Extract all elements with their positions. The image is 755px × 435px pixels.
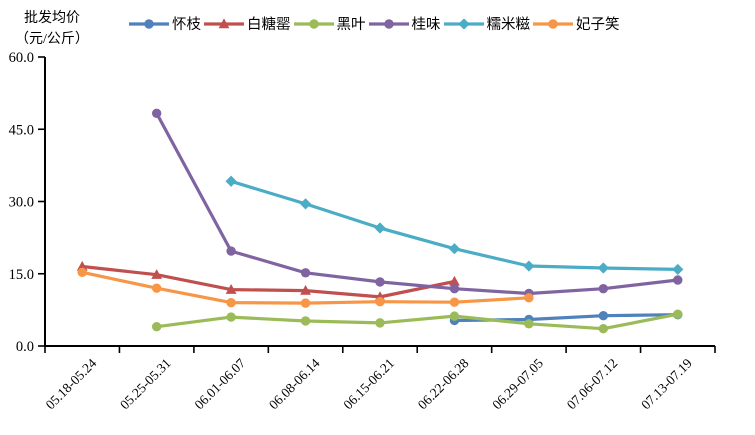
legend-label: 桂味	[411, 17, 441, 33]
y-tick-label: 0.0	[16, 339, 34, 355]
legend-marker-diamond-icon	[443, 17, 484, 30]
legend-label: 黑叶	[336, 17, 366, 33]
x-tick-label: 06.01-06.07	[191, 355, 248, 412]
data-point-marker	[449, 283, 460, 294]
y-tick-label: 15.0	[9, 267, 34, 283]
x-tick-label: 06.22-06.28	[415, 355, 472, 412]
x-tick-label: 07.13-07.19	[638, 355, 695, 412]
data-point-marker	[374, 222, 386, 234]
series-白糖罂	[76, 260, 460, 302]
data-point-marker	[524, 293, 534, 303]
series-黑叶	[151, 309, 683, 334]
data-point-marker	[672, 263, 684, 276]
data-point-marker	[375, 277, 385, 287]
legend-label: 妃子笑	[576, 17, 620, 33]
data-point-marker	[225, 175, 237, 187]
legend-item-糯米糍: 糯米糍	[443, 13, 531, 34]
legend-label: 白糖罂	[247, 17, 291, 33]
legend-label: 糯米糍	[486, 17, 531, 33]
data-point-marker	[144, 18, 154, 29]
data-point-marker	[457, 17, 470, 30]
x-tick-label: 06.08-06.14	[266, 355, 323, 412]
legend-label: 怀枝	[172, 17, 201, 33]
data-point-marker	[151, 283, 162, 293]
x-axis-labels: 05.18-05.24 05.25-05.31 06.01-06.07 06.08-0…	[43, 355, 695, 412]
data-point-marker	[598, 283, 609, 294]
data-point-marker	[151, 108, 162, 119]
data-point-marker	[226, 246, 236, 256]
legend-item-白糖罂: 白糖罂	[203, 13, 291, 34]
data-point-marker	[449, 311, 460, 321]
data-point-marker	[308, 18, 319, 29]
data-point-marker	[383, 18, 394, 29]
data-point-marker	[300, 268, 311, 278]
y-axis-title-line1: 批发均价	[24, 11, 80, 26]
series-糯米糍	[225, 175, 684, 276]
data-point-marker	[77, 267, 87, 278]
data-point-marker	[218, 17, 230, 28]
legend-marker-circle-icon	[533, 18, 573, 29]
y-tick-label: 30.0	[9, 195, 34, 211]
data-point-marker	[597, 262, 609, 274]
series-妃子笑	[77, 267, 534, 308]
data-point-marker	[76, 260, 88, 271]
data-point-marker	[300, 285, 311, 295]
legend-marker-circle-icon	[293, 18, 334, 29]
x-tick-label: 07.06-07.12	[564, 356, 621, 413]
data-point-marker	[226, 297, 236, 308]
x-tick-label: 06.29-07.05	[489, 355, 546, 412]
data-point-marker	[548, 18, 558, 29]
data-point-marker	[598, 310, 609, 321]
data-point-marker	[375, 296, 385, 307]
y-tick-label: 60.0	[9, 50, 34, 66]
data-point-marker	[151, 322, 162, 332]
legend-marker-triangle-icon	[204, 17, 244, 28]
legend-item-黑叶: 黑叶	[293, 13, 366, 34]
data-point-marker	[598, 323, 609, 334]
y-axis-title-line2: （元/公斤）	[15, 32, 89, 47]
data-point-marker	[448, 243, 461, 255]
legend-marker-circle-icon	[368, 18, 409, 29]
data-point-marker	[300, 298, 311, 308]
data-point-marker	[449, 297, 460, 307]
data-point-marker	[375, 318, 385, 328]
series-怀枝	[449, 309, 683, 326]
data-point-marker	[673, 309, 683, 319]
data-point-marker	[449, 275, 460, 286]
chart-legend: 怀枝 白糖罂 黑叶 桂味 糯米糍 妃子笑	[128, 13, 622, 34]
data-point-marker	[151, 269, 163, 279]
data-point-marker	[300, 316, 311, 326]
data-point-marker	[226, 312, 236, 322]
legend-item-怀枝: 怀枝	[128, 13, 201, 34]
legend-marker-circle-icon	[129, 18, 169, 29]
data-point-marker	[299, 198, 312, 210]
x-tick-label: 06.15-06.21	[340, 356, 397, 413]
x-tick-label: 05.18-05.24	[43, 355, 100, 412]
tick-marks: 0.0 15.0 30.0 45.0 60.0	[9, 50, 716, 355]
data-point-marker	[523, 260, 535, 272]
x-tick-label: 05.25-05.31	[117, 356, 174, 413]
data-point-marker	[524, 319, 534, 329]
legend-item-桂味: 桂味	[368, 13, 441, 34]
data-point-marker	[225, 284, 237, 294]
legend-item-妃子笑: 妃子笑	[532, 13, 620, 34]
y-axis-title: 批发均价 （元/公斤）	[12, 8, 92, 50]
y-tick-label: 45.0	[9, 122, 34, 138]
data-point-marker	[673, 275, 683, 285]
